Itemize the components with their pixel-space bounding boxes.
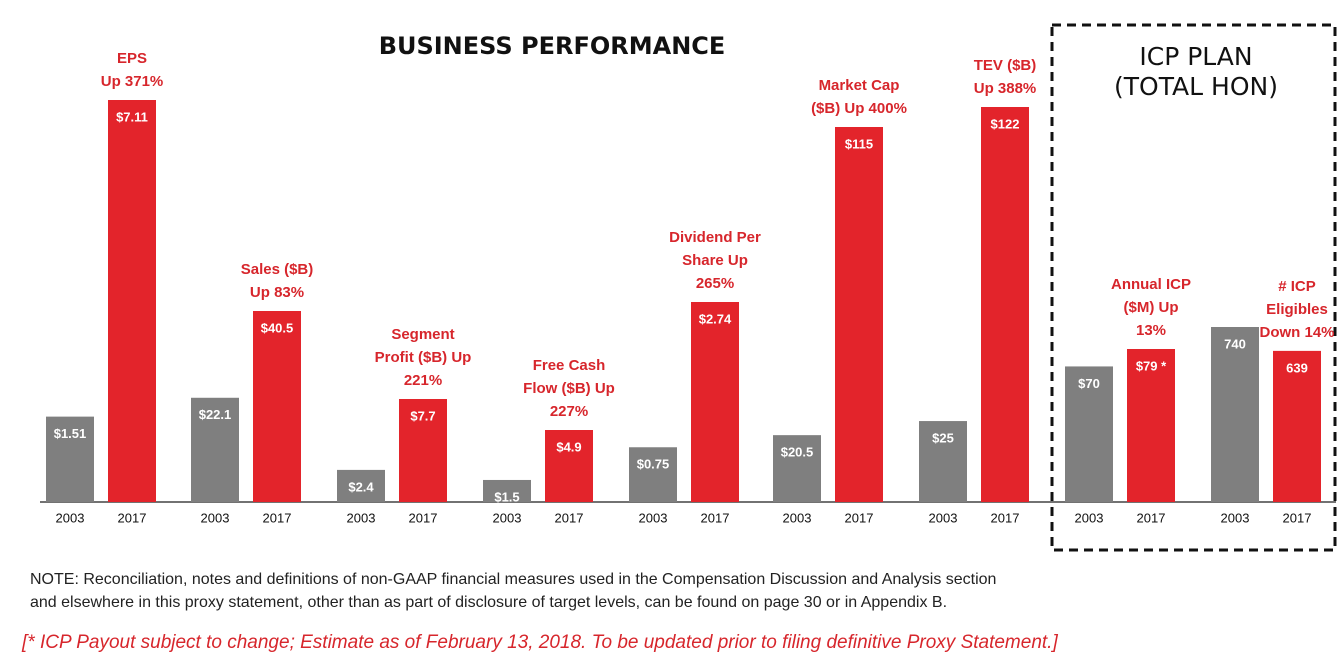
value-label: 740 bbox=[1224, 336, 1246, 351]
group-label: Profit ($B) Up bbox=[375, 349, 472, 366]
bar bbox=[108, 100, 156, 502]
value-label: $7.7 bbox=[410, 408, 435, 423]
value-label: $1.51 bbox=[54, 426, 87, 441]
value-label: $7.11 bbox=[116, 109, 148, 124]
panel-title: (TOTAL HON) bbox=[1114, 72, 1278, 101]
year-label: 2017 bbox=[845, 510, 874, 525]
value-label: $115 bbox=[845, 136, 873, 151]
group-label: TEV ($B) bbox=[974, 57, 1037, 74]
group-label: Share Up bbox=[682, 252, 748, 269]
bar bbox=[253, 311, 301, 502]
group-label: # ICP bbox=[1278, 278, 1316, 295]
bar bbox=[545, 430, 593, 502]
bar bbox=[191, 397, 239, 502]
value-label: $22.1 bbox=[199, 407, 232, 422]
bar bbox=[629, 447, 677, 502]
value-label: $40.5 bbox=[261, 320, 294, 335]
year-label: 2003 bbox=[783, 510, 812, 525]
year-label: 2003 bbox=[493, 510, 522, 525]
bar bbox=[46, 416, 94, 502]
group-label: Segment bbox=[391, 326, 454, 343]
value-label: $70 bbox=[1078, 376, 1100, 391]
group-label: ($B) Up 400% bbox=[811, 100, 907, 117]
bar bbox=[1065, 366, 1113, 502]
bar bbox=[399, 399, 447, 502]
group-label: EPS bbox=[117, 50, 147, 67]
value-label: 639 bbox=[1286, 360, 1308, 375]
footnote: [* ICP Payout subject to change; Estimat… bbox=[21, 632, 1058, 653]
group-label: Flow ($B) Up bbox=[523, 380, 615, 397]
group-label: Eligibles bbox=[1266, 301, 1328, 318]
value-label: $20.5 bbox=[781, 445, 814, 460]
chart-title: BUSINESS PERFORMANCE bbox=[379, 32, 726, 60]
year-label: 2003 bbox=[639, 510, 668, 525]
year-label: 2003 bbox=[929, 510, 958, 525]
group-label: Sales ($B) bbox=[241, 261, 314, 278]
year-label: 2017 bbox=[409, 510, 438, 525]
group-label: 221% bbox=[404, 372, 442, 389]
group-label: Annual ICP bbox=[1111, 276, 1191, 293]
year-label: 2017 bbox=[118, 510, 147, 525]
year-label: 2017 bbox=[555, 510, 584, 525]
year-label: 2003 bbox=[56, 510, 85, 525]
panel-title: ICP PLAN bbox=[1139, 42, 1252, 71]
value-label: $2.4 bbox=[348, 479, 374, 494]
group-label: Up 83% bbox=[250, 284, 304, 301]
value-label: $4.9 bbox=[556, 439, 581, 454]
group-label: Up 388% bbox=[974, 80, 1037, 97]
bar bbox=[773, 435, 821, 502]
group-label: Free Cash bbox=[533, 357, 606, 374]
note: NOTE: Reconciliation, notes and definiti… bbox=[30, 571, 996, 588]
year-label: 2003 bbox=[201, 510, 230, 525]
year-label: 2017 bbox=[991, 510, 1020, 525]
bar bbox=[981, 107, 1029, 502]
bar bbox=[691, 302, 739, 502]
year-label: 2017 bbox=[263, 510, 292, 525]
value-label: $122 bbox=[991, 116, 1020, 131]
bar bbox=[483, 479, 531, 502]
group-label: 227% bbox=[550, 403, 588, 420]
icp-box bbox=[1050, 23, 1337, 552]
group-label: Market Cap bbox=[819, 77, 900, 94]
group-label: Up 371% bbox=[101, 73, 164, 90]
value-label: $0.75 bbox=[637, 457, 670, 472]
group-label: ($M) Up bbox=[1124, 299, 1179, 316]
value-label: $2.74 bbox=[699, 311, 732, 326]
note: and elsewhere in this proxy statement, o… bbox=[30, 594, 947, 611]
value-label: $79 * bbox=[1136, 358, 1167, 373]
group-label: Dividend Per bbox=[669, 229, 761, 246]
bar bbox=[919, 421, 967, 502]
value-label: $1.5 bbox=[494, 489, 519, 504]
year-label: 2003 bbox=[1221, 510, 1250, 525]
year-label: 2003 bbox=[1075, 510, 1104, 525]
bar bbox=[1211, 327, 1259, 502]
year-label: 2003 bbox=[347, 510, 376, 525]
bar bbox=[337, 469, 385, 502]
year-label: 2017 bbox=[701, 510, 730, 525]
group-label: Down 14% bbox=[1259, 324, 1334, 341]
value-label: $25 bbox=[932, 430, 954, 445]
year-label: 2017 bbox=[1137, 510, 1166, 525]
bar bbox=[1127, 349, 1175, 502]
bar bbox=[835, 127, 883, 502]
bar bbox=[1273, 350, 1321, 502]
group-label: 265% bbox=[696, 275, 734, 292]
year-label: 2017 bbox=[1283, 510, 1312, 525]
group-label: 13% bbox=[1136, 322, 1166, 339]
